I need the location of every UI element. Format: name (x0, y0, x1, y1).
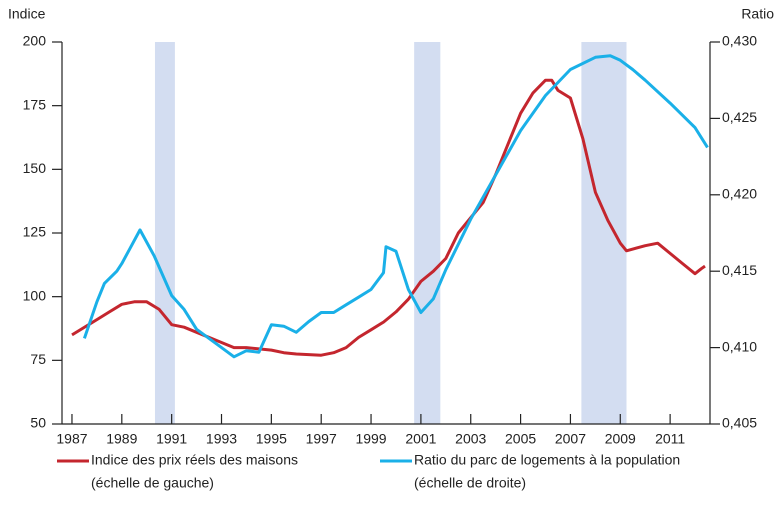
y-tick-label: 125 (23, 224, 47, 240)
x-tick-label: 2001 (405, 431, 436, 447)
x-tick-label: 1999 (355, 431, 386, 447)
y-tick-label: 100 (23, 287, 47, 303)
y-tick-label: 75 (30, 351, 46, 367)
x-tick-label: 2009 (605, 431, 636, 447)
y2-tick-label: 0,425 (722, 109, 757, 125)
x-tick-label: 1989 (106, 431, 137, 447)
recession-band (581, 42, 627, 424)
y-tick-label: 150 (23, 160, 47, 176)
y2-tick-label: 0,405 (722, 415, 757, 431)
legend-note: (échelle de gauche) (91, 475, 214, 491)
series-line (82, 54, 709, 359)
y2-tick-label: 0,415 (722, 262, 757, 278)
y-tick-label: 50 (30, 415, 46, 431)
x-tick-label: 2007 (555, 431, 586, 447)
x-tick-label: 1993 (206, 431, 237, 447)
x-tick-label: 1987 (56, 431, 87, 447)
legend-note: (échelle de droite) (414, 475, 526, 491)
y-tick-label: 175 (23, 96, 47, 112)
x-tick-label: 2011 (655, 431, 685, 447)
series-line (71, 78, 706, 357)
y-tick-label: 200 (23, 33, 47, 49)
recession-band (154, 42, 175, 424)
right-axis-label: Ratio (741, 6, 774, 22)
x-tick-label: 2005 (505, 431, 536, 447)
legend-label: Ratio du parc de logements à la populati… (414, 452, 680, 468)
x-tick-label: 1997 (306, 431, 337, 447)
y2-tick-label: 0,430 (722, 33, 757, 49)
legend-label: Indice des prix réels des maisons (91, 452, 298, 468)
y2-tick-label: 0,420 (722, 186, 757, 202)
left-axis-label: Indice (8, 6, 46, 22)
x-tick-label: 1995 (256, 431, 287, 447)
y2-tick-label: 0,410 (722, 338, 757, 354)
x-tick-label: 1991 (156, 431, 187, 447)
recession-band (414, 42, 441, 424)
x-tick-label: 2003 (455, 431, 486, 447)
